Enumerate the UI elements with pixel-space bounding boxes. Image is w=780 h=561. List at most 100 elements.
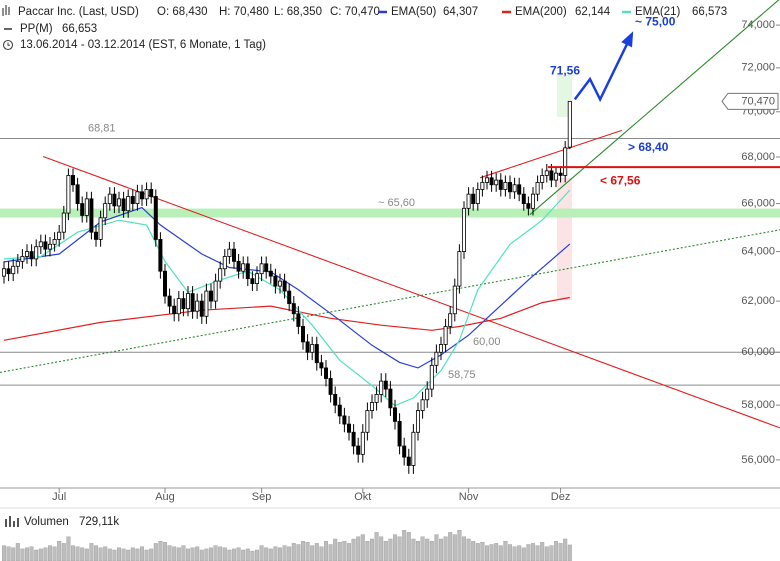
header-icons <box>2 5 14 51</box>
trendline <box>0 229 780 373</box>
volume-bar <box>250 550 255 561</box>
candle-body <box>287 290 292 305</box>
candle-body <box>471 193 476 204</box>
volume-bar <box>438 538 443 561</box>
candle-body <box>130 196 135 204</box>
level-label: 68,81 <box>88 122 116 134</box>
candle-body <box>365 410 370 433</box>
candle-body <box>139 191 144 200</box>
volume-bar <box>333 538 338 561</box>
legend-value: 64,307 <box>443 6 478 18</box>
candle-body <box>563 147 568 176</box>
candle-body <box>402 445 407 458</box>
x-tick-label: Aug <box>155 491 175 503</box>
candle-body <box>406 456 411 466</box>
candle-body <box>503 182 508 190</box>
volume-bar <box>277 547 282 561</box>
volume-bar <box>213 545 218 561</box>
volume-bar <box>61 543 66 561</box>
annotation-label: < 67,56 <box>600 173 641 187</box>
candle-body <box>103 203 108 219</box>
candle-body <box>112 193 117 207</box>
volume-bar <box>144 549 149 561</box>
y-tick-label: 58,000 <box>741 399 775 411</box>
volume-bar <box>549 545 554 561</box>
candle-body <box>415 410 420 433</box>
volume-bar <box>231 548 236 561</box>
candle-body <box>392 407 397 422</box>
volume-bar <box>167 545 172 561</box>
volume-bar <box>342 541 347 561</box>
candle-body <box>369 402 374 411</box>
plot-area <box>0 0 780 474</box>
volume-bar <box>494 543 499 561</box>
volume-bar <box>172 546 177 561</box>
candle-body <box>374 394 379 403</box>
volume-bar <box>149 548 154 561</box>
support-zone <box>0 208 780 218</box>
volume-bar <box>374 532 379 561</box>
volume-bar <box>484 545 489 561</box>
volume-bar <box>530 543 535 561</box>
volume-bar <box>199 549 204 561</box>
volume-bar <box>222 547 227 561</box>
volume-bar <box>521 547 526 561</box>
volume-bar <box>66 536 71 561</box>
candle-body <box>254 273 259 284</box>
volume-bar <box>20 548 25 561</box>
candle-body <box>517 184 522 195</box>
volume-last: 729,11k <box>79 516 119 528</box>
support-zone-label: ~ 65,60 <box>378 197 415 209</box>
candle-body <box>66 175 71 214</box>
candle-body <box>57 231 62 240</box>
candle-body <box>567 100 572 148</box>
volume-bar <box>158 541 163 561</box>
annotation-label: ~ 75,00 <box>635 14 676 28</box>
trendline <box>42 155 780 429</box>
volume-bar <box>84 548 89 561</box>
volume-bar <box>236 547 241 561</box>
candle-body <box>494 179 499 186</box>
candle-body <box>48 243 53 250</box>
pivot-name: PP(M) <box>20 23 53 35</box>
candle-body <box>241 263 246 272</box>
candle-body <box>245 263 250 280</box>
volume-bar <box>93 545 98 561</box>
candle-body <box>52 239 57 245</box>
candle-body <box>250 278 255 284</box>
x-tick-label: Okt <box>354 491 371 503</box>
candle-body <box>199 300 204 317</box>
volume-bar <box>89 543 94 561</box>
legend-name: EMA(200) <box>515 6 567 18</box>
volume-bar <box>457 530 462 561</box>
volume-bar <box>461 536 466 561</box>
volume-bar <box>475 543 480 561</box>
candle-body <box>521 193 526 204</box>
volume-bar <box>489 544 494 561</box>
candle-body <box>337 404 342 417</box>
volume-bar <box>43 547 48 561</box>
candle-body <box>176 298 181 315</box>
ema-line <box>3 189 571 407</box>
volume-bar <box>360 534 365 561</box>
candle-body <box>323 367 328 379</box>
y-tick-label: 68,000 <box>741 151 775 163</box>
volume-bar <box>264 547 269 561</box>
volume-bar <box>204 548 209 561</box>
volume-bar <box>287 546 292 561</box>
y-tick-label: 60,000 <box>741 346 775 358</box>
volume-bar <box>305 542 310 561</box>
candle-body <box>397 420 402 447</box>
candle-body <box>480 182 485 190</box>
volume-bar <box>38 548 43 561</box>
y-tick-label: 62,000 <box>741 295 775 307</box>
volume-bar <box>300 541 305 561</box>
volume-bar <box>6 546 11 561</box>
candle-body <box>153 196 158 240</box>
candle-body <box>15 260 20 267</box>
candle-body <box>98 217 103 240</box>
candle-body <box>333 394 338 406</box>
candle-body <box>512 184 517 193</box>
candle-body <box>383 380 388 390</box>
